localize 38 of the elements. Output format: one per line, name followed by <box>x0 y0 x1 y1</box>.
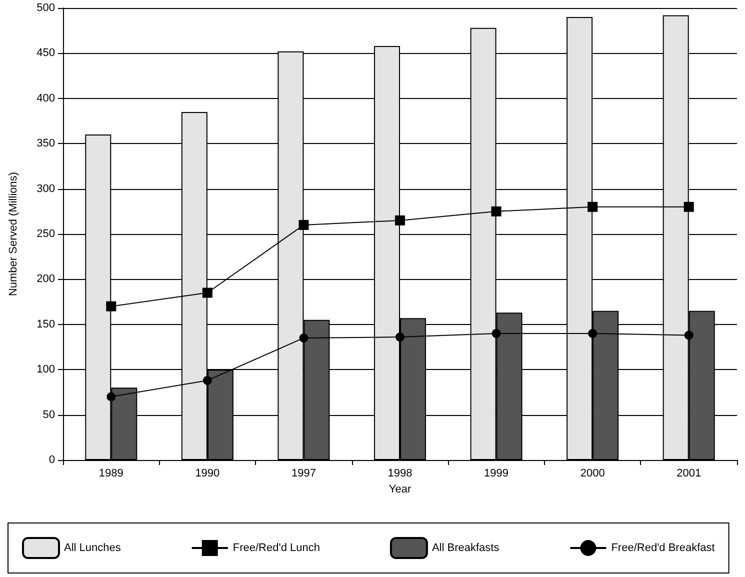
x-tick-label: 2001 <box>676 468 702 480</box>
y-tick-label: 400 <box>36 92 55 104</box>
y-tick-label: 200 <box>36 273 55 286</box>
point <box>202 376 212 385</box>
y-tick-label: 350 <box>36 138 55 150</box>
point <box>492 328 501 338</box>
y-tick-label: 500 <box>36 2 55 14</box>
point <box>684 330 694 340</box>
point <box>588 202 598 212</box>
y-tick-label: 300 <box>36 182 55 195</box>
legend-label: Free/Red'd Breakfast <box>611 542 715 554</box>
point <box>106 392 116 402</box>
y-tick-label: 450 <box>36 47 55 60</box>
point <box>299 333 308 342</box>
point <box>106 301 116 312</box>
x-tick-label: 1997 <box>291 468 316 480</box>
point <box>395 215 405 226</box>
y-tick-label: 100 <box>36 364 55 376</box>
y-tick-label: 0 <box>48 454 55 466</box>
x-tick-label: 1998 <box>388 468 412 480</box>
x-tick-label: 1990 <box>195 468 220 480</box>
y-axis-title: Number Served (Millions) <box>8 172 20 296</box>
x-tick-label: 1999 <box>484 468 509 480</box>
point <box>684 202 694 212</box>
point <box>491 206 502 216</box>
legend-label: Free/Red'd Lunch <box>232 542 320 554</box>
x-tick-label: 2000 <box>580 468 605 480</box>
y-tick-label: 50 <box>42 408 55 421</box>
legend-label: All Breakfasts <box>432 542 500 554</box>
point <box>588 328 598 338</box>
x-tick-label: 1989 <box>98 468 124 480</box>
legend-label: All Lunches <box>64 542 122 554</box>
point <box>202 288 212 298</box>
x-axis-title: Year <box>388 483 412 496</box>
point <box>396 332 404 342</box>
y-tick-label: 250 <box>36 228 55 240</box>
point <box>298 220 309 230</box>
y-tick-label: 150 <box>36 318 55 330</box>
